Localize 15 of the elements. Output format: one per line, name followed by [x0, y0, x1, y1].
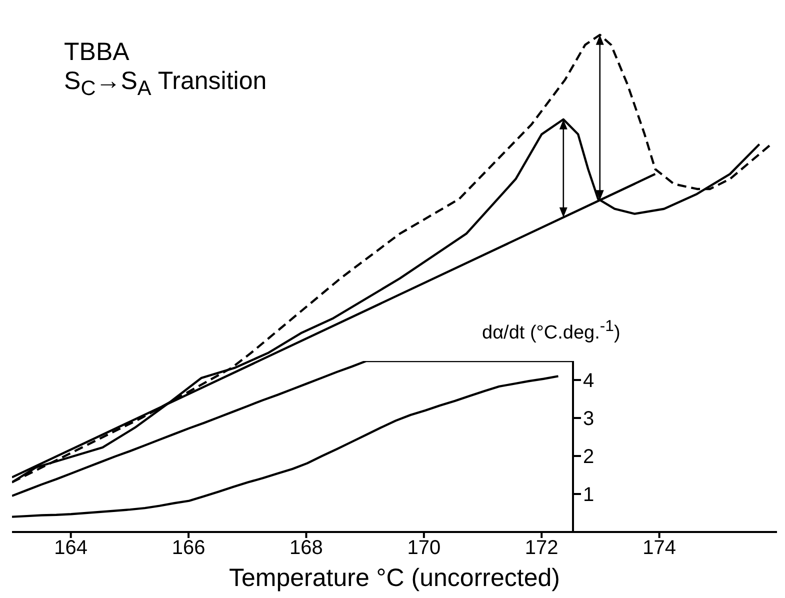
- y-tick-label: 3: [583, 408, 594, 430]
- y-axis-title: dα/dt (°C.deg.$^{-1}$): [482, 318, 620, 344]
- y-tick-label: 4: [583, 370, 594, 392]
- text: S$_{C}$→S$_{A}$ Transition: [64, 67, 267, 102]
- x-tick-label: 172: [524, 537, 558, 560]
- x-tick-label: 166: [172, 537, 206, 560]
- x-tick-label: 168: [290, 537, 323, 560]
- x-tick-label: 164: [54, 537, 88, 560]
- chart-title: TBBA: [64, 38, 130, 67]
- x-tick-label: 174: [642, 537, 676, 560]
- y-tick-label: 1: [583, 484, 594, 506]
- x-tick-label: 170: [407, 537, 441, 560]
- y-tick-label: 2: [583, 446, 594, 468]
- line-series: [12, 375, 560, 518]
- x-axis-title: Temperature °C (uncorrected): [229, 564, 560, 592]
